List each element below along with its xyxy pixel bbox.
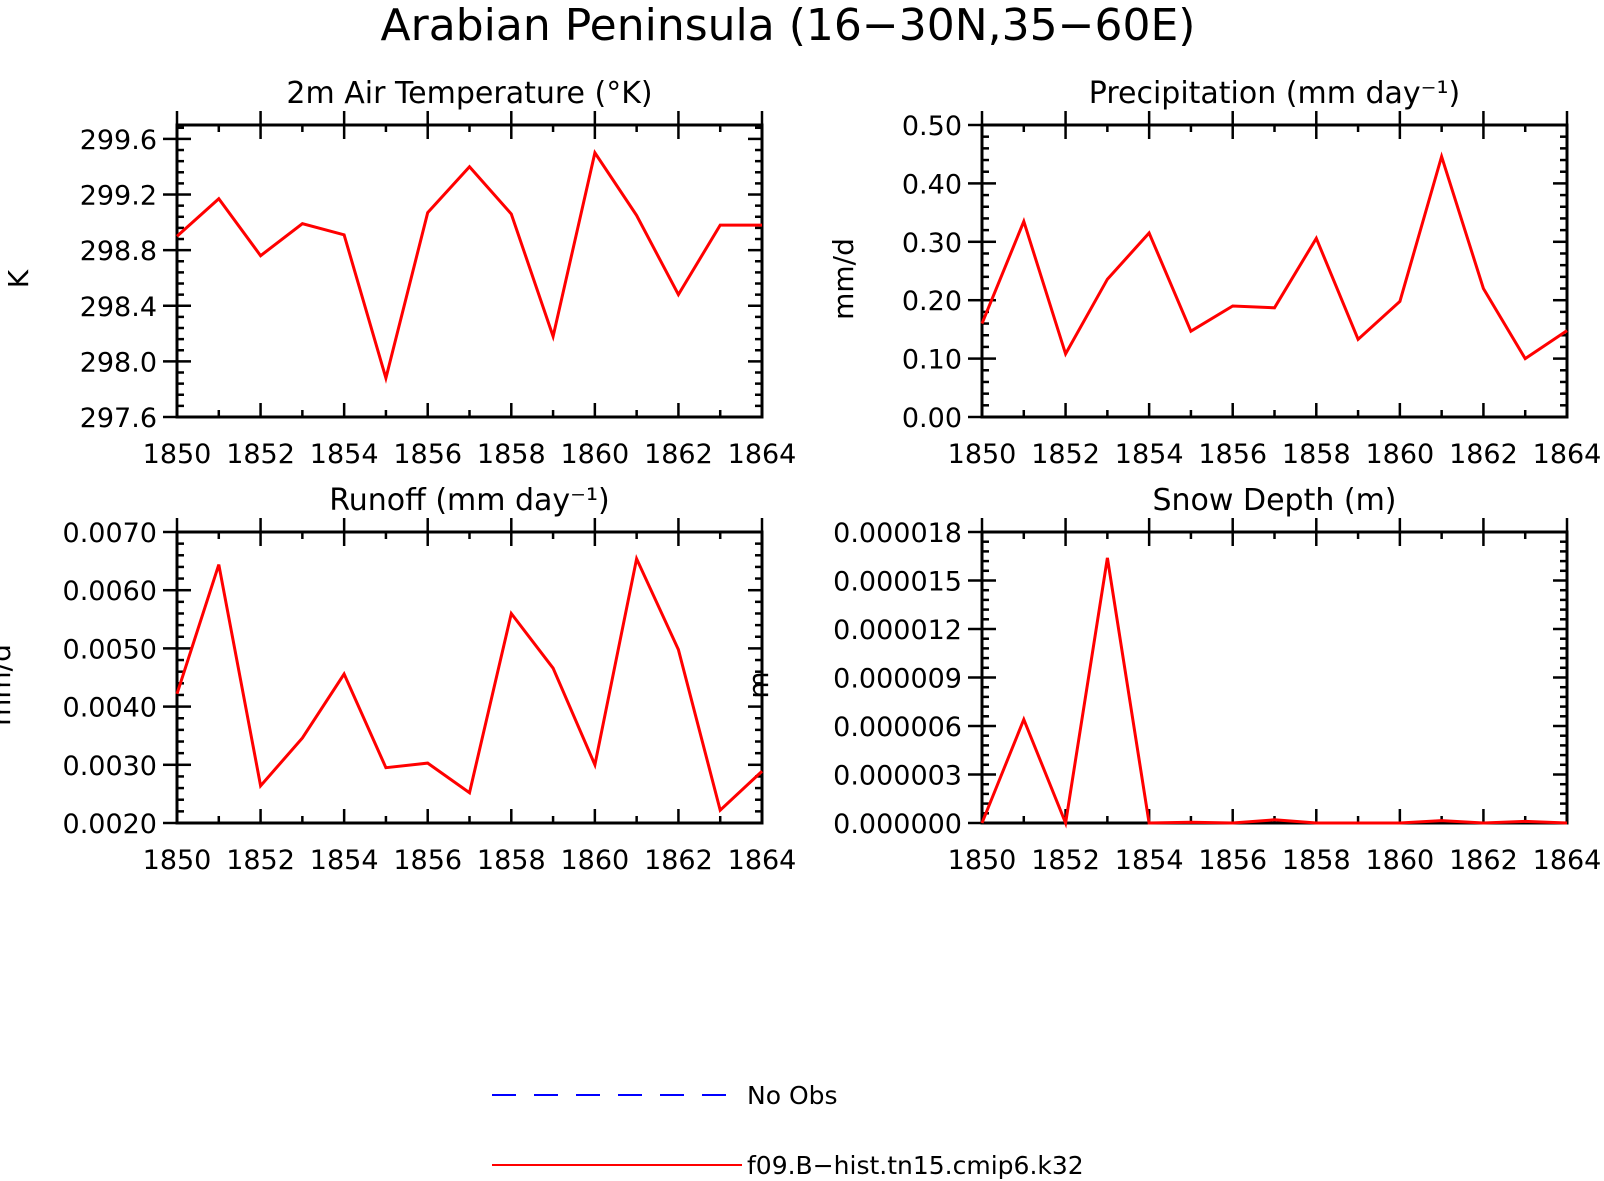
x-tick-label: 1850 — [143, 439, 212, 470]
panel-title-runoff: Runoff (mm day⁻¹) — [329, 483, 610, 518]
x-tick-label: 1862 — [1449, 439, 1518, 470]
y-tick-label: 299.6 — [80, 125, 157, 156]
legend-label-no-obs: No Obs — [747, 1081, 838, 1110]
x-tick-label: 1852 — [1031, 439, 1100, 470]
legend-label-model: f09.B−hist.tn15.cmip6.k32 — [747, 1151, 1084, 1180]
x-tick-label: 1862 — [1449, 845, 1518, 876]
y-tick-label: 0.000003 — [833, 761, 962, 792]
plot-frame — [980, 530, 1569, 825]
x-tick-label: 1860 — [1365, 439, 1434, 470]
series-line-air-temperature — [175, 149, 762, 384]
panel-title-snow-depth: Snow Depth (m) — [1152, 483, 1396, 518]
y-tick-label: 0.000009 — [833, 664, 962, 695]
x-tick-label: 1852 — [1031, 845, 1100, 876]
series-line-precipitation — [980, 151, 1568, 361]
y-tick-label: 0.000012 — [833, 615, 962, 646]
y-tick-label: 298.8 — [80, 236, 157, 267]
y-tick-label: 0.40 — [902, 169, 962, 200]
x-tick-label: 1862 — [644, 439, 713, 470]
series-line-runoff — [175, 553, 764, 814]
x-tick-label: 1860 — [560, 845, 629, 876]
y-tick-label: 0.20 — [902, 286, 962, 317]
x-tick-label: 1856 — [1198, 439, 1267, 470]
y-axis-label: K — [2, 269, 35, 288]
x-tick-label: 1856 — [1198, 845, 1267, 876]
x-tick-label: 1858 — [477, 845, 546, 876]
y-axis-label: m — [742, 671, 775, 698]
y-tick-label: 0.0050 — [63, 634, 157, 665]
x-tick-label: 1854 — [1115, 845, 1184, 876]
x-tick-label: 1854 — [310, 845, 379, 876]
x-tick-label: 1858 — [477, 439, 546, 470]
x-tick-label: 1858 — [1282, 845, 1351, 876]
y-tick-label: 0.30 — [902, 228, 962, 259]
y-tick-label: 0.50 — [902, 111, 962, 142]
y-axis-label: mm/d — [827, 238, 860, 320]
x-tick-label: 1856 — [393, 845, 462, 876]
x-tick-label: 1858 — [1282, 439, 1351, 470]
x-tick-label: 1862 — [644, 845, 713, 876]
y-tick-label: 0.000018 — [833, 518, 962, 549]
x-tick-label: 1852 — [226, 845, 295, 876]
y-tick-label: 299.2 — [80, 181, 157, 212]
x-tick-label: 1864 — [728, 845, 797, 876]
panel-title-precipitation: Precipitation (mm day⁻¹) — [1089, 76, 1460, 111]
y-tick-label: 0.000000 — [833, 809, 962, 840]
x-tick-label: 1864 — [1533, 845, 1602, 876]
y-axis-label: mm/d — [0, 644, 17, 726]
y-tick-label: 298.0 — [80, 347, 157, 378]
y-tick-label: 297.6 — [80, 403, 157, 434]
x-tick-label: 1864 — [728, 439, 797, 470]
panel-precipitation: Precipitation (mm day⁻¹) 1850 1852 1854 1856… — [827, 76, 1601, 470]
panel-runoff: Runoff (mm day⁻¹) 1850 1852 1854 1856 1858 186… — [0, 483, 796, 876]
y-tick-label: 0.000006 — [833, 712, 962, 743]
x-tick-label: 1850 — [143, 845, 212, 876]
x-tick-label: 1854 — [310, 439, 379, 470]
y-tick-label: 0.0020 — [63, 809, 157, 840]
x-tick-label: 1854 — [1115, 439, 1184, 470]
x-tick-label: 1856 — [393, 439, 462, 470]
panel-snow-depth: Snow Depth (m) 1850 1852 1854 1856 1858 1860 18… — [742, 483, 1601, 876]
main-title: Arabian Peninsula (16−30N,35−60E) — [381, 0, 1196, 51]
y-tick-label: 0.000015 — [833, 567, 962, 598]
x-tick-label: 1852 — [226, 439, 295, 470]
y-tick-label: 0.00 — [902, 403, 962, 434]
panel-title-air-temperature: 2m Air Temperature (°K) — [286, 76, 652, 111]
x-tick-label: 1864 — [1533, 439, 1602, 470]
legend: No Obs f09.B−hist.tn15.cmip6.k32 — [492, 1081, 1084, 1180]
y-tick-label: 0.0040 — [63, 693, 157, 724]
series-line-snow-depth — [980, 557, 1568, 829]
y-tick-label: 0.0070 — [63, 518, 157, 549]
y-tick-label: 0.0060 — [63, 576, 157, 607]
x-tick-label: 1850 — [948, 845, 1017, 876]
x-tick-label: 1850 — [948, 439, 1017, 470]
y-tick-label: 0.0030 — [63, 751, 157, 782]
y-tick-label: 0.10 — [902, 345, 962, 376]
x-tick-label: 1860 — [1365, 845, 1434, 876]
x-tick-label: 1860 — [560, 439, 629, 470]
panel-air-temperature: 2m Air Temperature (°K) 1850 1852 1854 1856 1… — [2, 76, 796, 470]
y-tick-label: 298.4 — [80, 292, 157, 323]
